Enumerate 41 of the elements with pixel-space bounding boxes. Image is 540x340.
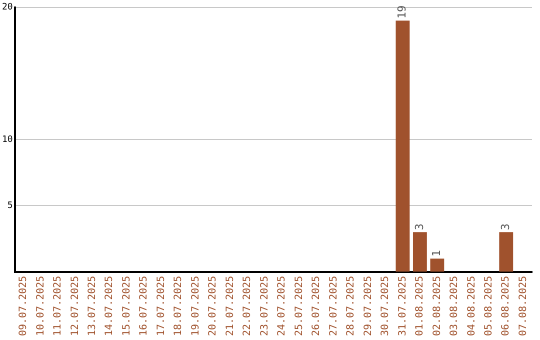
x-tick-label: 16.07.2025 — [138, 276, 150, 336]
x-tick-label: 13.07.2025 — [87, 276, 98, 336]
x-tick-label: 10.07.2025 — [35, 276, 46, 336]
x-tick-label: 25.07.2025 — [294, 276, 305, 336]
x-tick-label: 06.08.2025 — [500, 276, 512, 336]
x-tick-label: 24.07.2025 — [276, 276, 288, 336]
x-tick-label: 31.07.2025 — [397, 276, 408, 336]
x-tick-label: 09.07.2025 — [18, 276, 30, 336]
bar — [412, 232, 427, 272]
x-tick-label: 30.07.2025 — [380, 276, 392, 336]
data-label: 3 — [412, 224, 426, 230]
data-label: 1 — [430, 250, 444, 257]
x-tick-label: 02.08.2025 — [432, 276, 443, 336]
y-tick-label: 20 — [2, 2, 13, 13]
x-tick-label: 05.08.2025 — [483, 276, 494, 336]
x-tick-label: 26.07.2025 — [311, 276, 322, 336]
x-tick-label: 03.08.2025 — [449, 276, 460, 336]
x-tick-label: 12.07.2025 — [70, 276, 81, 336]
bar — [499, 232, 514, 272]
x-tick-label: 07.08.2025 — [518, 276, 529, 336]
x-tick-label: 23.07.2025 — [259, 276, 270, 336]
data-label: 19 — [396, 5, 409, 19]
data-label: 3 — [499, 224, 512, 230]
x-tick-label: 28.07.2025 — [346, 276, 357, 336]
x-tick-label: 14.07.2025 — [104, 276, 116, 336]
x-tick-label: 17.07.2025 — [156, 276, 167, 336]
x-tick-label: 04.08.2025 — [466, 276, 478, 336]
x-tick-label: 21.07.2025 — [224, 276, 236, 336]
x-tick-label: 27.07.2025 — [328, 276, 340, 336]
x-tick-label: 15.07.2025 — [121, 276, 132, 336]
x-tick-label: 01.08.2025 — [414, 276, 426, 336]
x-tick-label: 20.07.2025 — [208, 276, 219, 336]
x-tick-label: 18.07.2025 — [173, 276, 184, 336]
x-tick-label: 19.07.2025 — [190, 276, 202, 336]
y-tick-label: 10 — [2, 134, 13, 145]
y-tick-label: 5 — [7, 201, 13, 212]
bar — [396, 20, 410, 272]
x-tick-label: 22.07.2025 — [242, 276, 254, 336]
x-tick-label: 11.07.2025 — [52, 276, 64, 336]
bar — [430, 258, 444, 272]
x-tick-label: 29.07.2025 — [362, 276, 374, 336]
